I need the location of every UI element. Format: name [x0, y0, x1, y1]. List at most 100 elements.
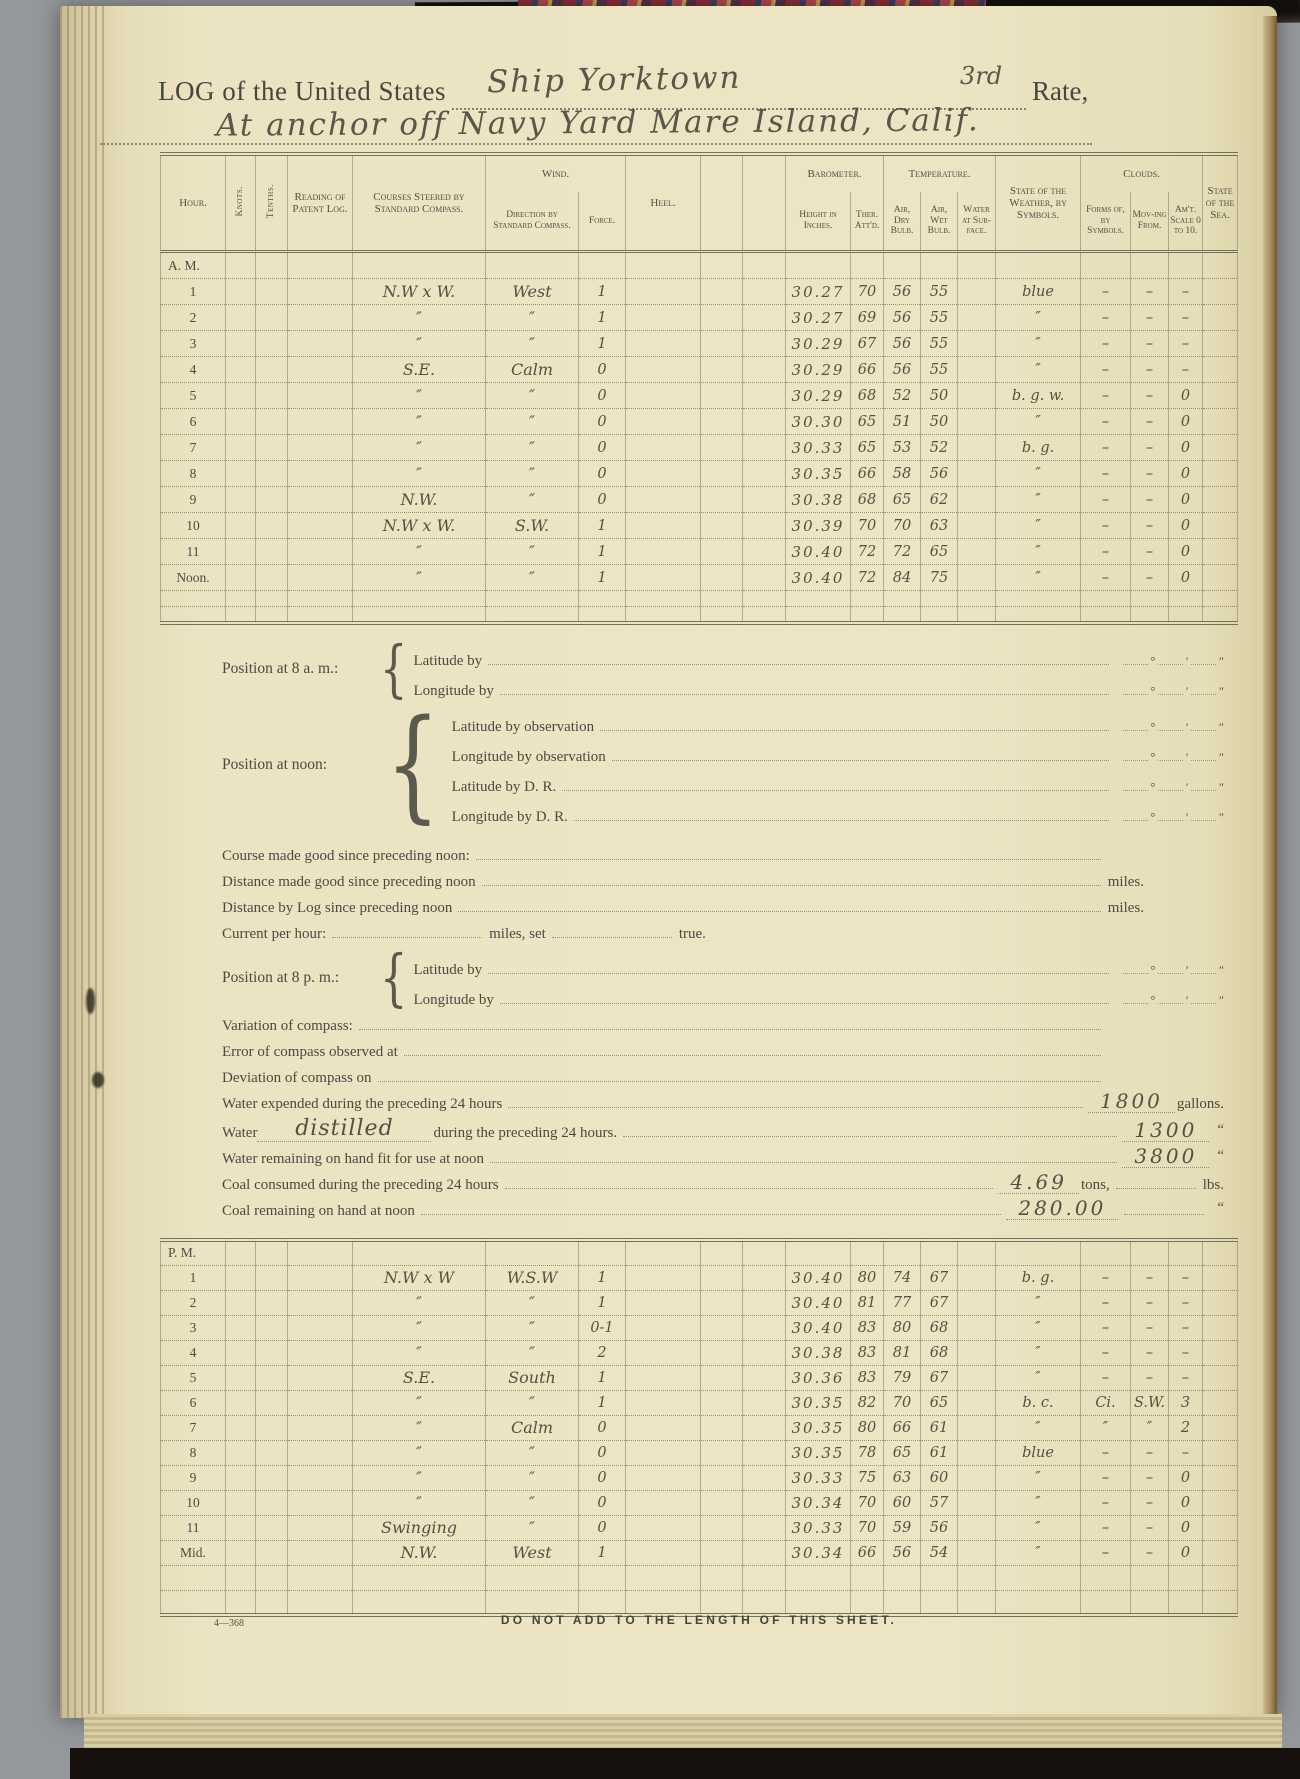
current-per-hour-label: Current per hour: [222, 925, 327, 942]
cell-hour: 8 [160, 460, 226, 487]
log-hour-row: 7 ″ Calm 0 30.35 80 66 61 ″ ″ ″ 2 [160, 1415, 1238, 1441]
deviation-of-compass-label: Deviation of compass on [222, 1069, 372, 1086]
cell-air-wet: 60 [920, 1465, 958, 1491]
coal-consumed-label: Coal consumed during the preceding 24 ho… [222, 1176, 499, 1193]
cell-course: ″ [352, 1490, 486, 1516]
cell-cloud-amount: 0 [1168, 1515, 1203, 1541]
cell-course: N.W x W [352, 1265, 486, 1291]
cell-weather: ″ [995, 1415, 1081, 1441]
cell-hour: 1 [160, 278, 226, 305]
cell-hour: 5 [160, 382, 226, 409]
cell-barometer: 30.34 [785, 1490, 851, 1516]
binding-page-stack [60, 6, 104, 1718]
latitude-dr-line: Latitude by D. R. ° ′ ″ [452, 766, 1224, 795]
col-header-water-surface: Water at Sur-face. [957, 192, 997, 252]
log-hour-row: 2 ″ ″ 1 30.27 69 56 55 ″ – – – [160, 304, 1239, 331]
cell-weather: ″ [995, 460, 1082, 487]
coal-consumed-line: Coal consumed during the preceding 24 ho… [222, 1168, 1224, 1194]
cell-hour: 9 [160, 486, 226, 513]
cell-air-wet: 75 [920, 564, 959, 591]
cell-course: N.W x W. [352, 278, 486, 305]
empty-rule-row [160, 1565, 1238, 1591]
cell-cloud-forms: – [1080, 1440, 1131, 1466]
cell-air-dry: 80 [883, 1315, 921, 1341]
cell-cloud-amount: 0 [1168, 564, 1204, 591]
cell-air-dry: 59 [883, 1515, 921, 1541]
cell-cloud-moving: S.W. [1130, 1390, 1169, 1416]
cell-barometer: 30.29 [785, 330, 852, 357]
cell-weather: ″ [995, 304, 1082, 331]
lbs-unit: lbs. [1202, 1176, 1224, 1193]
cell-cloud-amount: – [1168, 1315, 1203, 1341]
cell-air-dry: 77 [883, 1290, 921, 1316]
cell-weather: b. c. [995, 1390, 1081, 1416]
cell-ther-attd: 72 [850, 564, 885, 591]
cell-cloud-amount: – [1168, 1265, 1203, 1291]
cell-barometer: 30.30 [785, 408, 852, 435]
cell-air-dry: 58 [883, 460, 922, 487]
cell-wind-force: 1 [577, 512, 627, 539]
water-remaining-value-handwritten: 3800 [1122, 1146, 1210, 1168]
cell-hour: 7 [160, 1415, 226, 1441]
cell-cloud-moving: – [1130, 512, 1170, 539]
cell-cloud-amount: 0 [1168, 1540, 1203, 1566]
brace-glyph: { [385, 693, 440, 836]
log-hour-row: 8 ″ ″ 0 30.35 78 65 61 blue – – – [160, 1440, 1238, 1466]
cell-cloud-moving: – [1130, 1265, 1169, 1291]
cell-wind-direction: ″ [485, 1490, 579, 1516]
cell-weather: b. g. [995, 434, 1082, 461]
cell-barometer: 30.40 [785, 1315, 851, 1341]
log-hour-row: Mid. N.W. West 1 30.34 66 56 54 ″ – – 0 [160, 1540, 1238, 1566]
cell-weather: ″ [995, 1340, 1081, 1366]
col-header-patent-log: Reading of Patent Log. [287, 154, 353, 252]
cell-barometer: 30.33 [785, 1465, 851, 1491]
col-header-heel: Heel. [625, 154, 702, 252]
ditto-mark: “ [1217, 1122, 1224, 1138]
degree-minute-second-marks: ° ′ ″ [1120, 655, 1224, 669]
cell-wind-force: 0 [578, 1515, 626, 1541]
cell-course: N.W. [352, 1540, 486, 1566]
log-hour-row: 11 Swinging ″ 0 30.33 70 59 56 ″ – – 0 [160, 1515, 1238, 1541]
longitude-observation-line: Longitude by observation ° ′ ″ [452, 736, 1224, 765]
degree-minute-second-marks: ° ′ ″ [1120, 964, 1224, 978]
cell-course: ″ [352, 564, 486, 591]
cell-wind-force: 1 [577, 330, 627, 357]
cell-wind-force: 1 [577, 564, 627, 591]
cell-hour: 5 [160, 1365, 226, 1391]
cell-barometer: 30.35 [785, 1415, 851, 1441]
latitude-by-line: Latitude by ° ′ ″ [413, 640, 1224, 669]
cell-weather: ″ [995, 1315, 1081, 1341]
cell-air-wet: 55 [920, 330, 959, 357]
cell-ther-attd: 83 [850, 1315, 884, 1341]
water-expended-value-handwritten: 1800 [1088, 1091, 1175, 1113]
cell-ther-attd: 70 [850, 512, 885, 539]
cell-air-wet: 54 [920, 1540, 958, 1566]
am-table-header: Hour. Knots. Tenths. Reading of Patent L… [160, 154, 1239, 252]
deviation-of-compass-line: Deviation of compass on [222, 1061, 1224, 1086]
cell-cloud-amount: 0 [1168, 486, 1204, 513]
cell-wind-force: 1 [577, 278, 627, 305]
cell-weather: ″ [995, 1515, 1081, 1541]
cell-ther-attd: 80 [850, 1415, 884, 1441]
cell-wind-force: 0 [577, 408, 627, 435]
longitude-by-line: Longitude by ° ′ ″ [413, 670, 1224, 699]
cell-wind-direction: ″ [485, 486, 579, 513]
rate-value-handwritten: 3rd [960, 62, 1003, 90]
cell-weather: ″ [995, 1540, 1081, 1566]
log-hour-row: 9 N.W. ″ 0 30.38 68 65 62 ″ – – 0 [160, 486, 1239, 513]
cell-air-dry: 66 [883, 1415, 921, 1441]
cell-cloud-forms: – [1080, 1490, 1131, 1516]
cell-wind-force: 1 [578, 1290, 626, 1316]
cell-wind-direction: ″ [485, 382, 579, 409]
cell-cloud-amount: 0 [1168, 460, 1204, 487]
cell-wind-direction: ″ [485, 1340, 579, 1366]
cell-cloud-moving: – [1130, 564, 1170, 591]
ditto-mark: “ [1217, 1148, 1224, 1164]
cell-air-wet: 65 [920, 1390, 958, 1416]
cell-air-dry: 53 [883, 434, 922, 461]
cell-wind-direction: ″ [485, 1315, 579, 1341]
cell-course: ″ [352, 1290, 486, 1316]
cell-cloud-forms: – [1080, 1365, 1131, 1391]
cell-cloud-forms: – [1080, 1515, 1131, 1541]
cell-air-wet: 57 [920, 1490, 958, 1516]
